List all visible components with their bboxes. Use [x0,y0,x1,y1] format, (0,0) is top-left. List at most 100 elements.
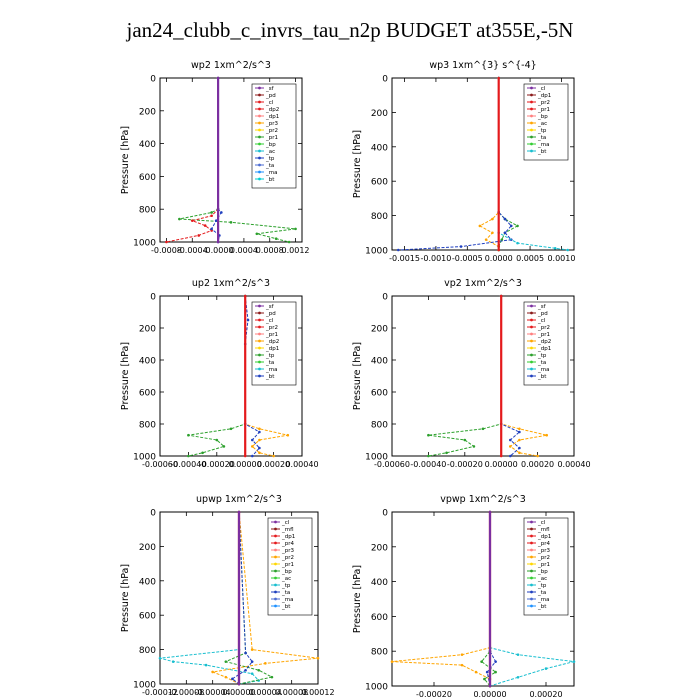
series-point [246,318,250,322]
series-point [229,427,233,431]
x-tick-label: -0.00060 [374,460,410,469]
legend-entry: _tp [537,583,547,589]
legend-entry: _pr3 [537,548,551,554]
series-point [257,668,261,672]
x-tick-label: -0.00020 [447,460,483,469]
series-point [445,451,448,455]
series-point [178,217,181,221]
series-point [509,454,512,458]
series-line-1 [428,296,502,457]
series-point [553,246,557,250]
x-tick-label: -0.00040 [170,460,206,469]
series-line-2 [166,78,219,243]
y-tick-label: 200 [139,325,156,335]
plot-frame [159,295,303,457]
plot-frame [391,77,575,251]
legend-marker [530,142,533,146]
legend-entry: _ac [537,121,547,127]
x-tick-label: -0.00040 [410,460,446,469]
legend-marker [530,114,533,118]
series-point [251,438,254,442]
legend-entry: _cl [265,318,274,324]
series-line-4 [486,512,497,687]
legend-marker [274,590,277,594]
legend-entry: _tp [265,156,275,162]
legend-entry: _pr3 [281,548,295,554]
legend-marker [530,583,533,587]
series-point [460,653,464,656]
legend-marker [530,353,533,357]
legend-marker [530,576,533,580]
legend-entry: _ma [265,367,277,373]
series-point [231,677,234,681]
series-point [250,660,254,663]
series-point [158,656,162,660]
y-tick-label: 600 [139,173,156,183]
y-axis-label: Pressure [hPa] [120,342,131,410]
series-point [258,446,261,450]
chart-panel-3: up2 1xm^2/s^3 Pressure [hPa] 0 200 400 600 800… [120,278,319,469]
chart-panel-4: vp2 1xm^2/s^3 Pressure [hPa] 0 200 400 600 800… [352,278,591,469]
series-point [224,660,228,663]
series-point [516,653,520,656]
series-point [224,675,228,679]
x-tick-label: 0.00040 [285,460,318,469]
x-tick-label: 0.00000 [222,688,255,697]
x-tick-label: 0.00040 [557,460,590,469]
legend-entry: _cl [537,318,546,324]
legend-entry: _mfl [537,527,550,533]
y-axis-label: Pressure [hPa] [120,126,131,194]
legend-entry: _pd [265,311,276,317]
y-axis-label: Pressure [hPa] [120,564,131,632]
legend-marker [530,590,533,594]
y-tick-label: 600 [371,178,388,188]
series-point [286,433,290,437]
y-tick-label: 400 [139,577,156,587]
legend-marker [530,149,533,153]
legend-entry: _bp [537,114,548,120]
panel-title: up2 1xm^2/s^3 [192,278,270,289]
legend-marker [530,128,533,132]
x-tick-label: 0.00020 [529,690,562,699]
y-tick-label: 0 [150,75,156,85]
x-tick-label: 0.00008 [275,688,308,697]
series-point [210,227,213,231]
legend-marker [530,86,533,90]
panel-title: upwp 1xm^2/s^3 [196,494,282,505]
y-tick-label: 200 [139,543,156,553]
series-point [237,682,241,686]
x-tick-label: 0.00004 [249,688,282,697]
legend-entry: _dp2 [265,339,279,345]
series-point [258,451,261,455]
x-tick-label: 0.00012 [301,688,334,697]
legend-entry: _ta [265,360,274,366]
legend-entry: _ta [537,360,546,366]
legend-entry: _dp1 [265,114,279,120]
y-tick-label: 1000 [365,247,388,257]
series-point [483,677,486,681]
legend-marker [258,170,261,174]
series-point [484,238,488,241]
legend-marker [530,135,533,139]
legend-marker [258,156,261,160]
y-axis-label: Pressure [hPa] [352,342,363,410]
legend-marker [530,121,533,125]
x-tick-label: -0.0010 [420,254,451,263]
legend-entry: _ta [537,135,546,141]
legend-marker [258,100,261,104]
series-line-3 [224,511,274,685]
y-tick-label: 400 [139,357,156,367]
series-point [566,248,570,252]
legend-marker [258,177,261,181]
legend-entry: _mfl [281,527,294,533]
series-point [518,451,521,455]
y-tick-label: 1000 [133,453,156,463]
legend-entry: _pr4 [281,541,295,547]
x-tick-label: 0.0010 [547,254,575,263]
series-point [215,438,219,442]
series-point [243,294,247,298]
series-point [210,214,213,218]
series-point [244,668,247,672]
legend-marker [530,534,533,538]
series-point [503,231,507,235]
